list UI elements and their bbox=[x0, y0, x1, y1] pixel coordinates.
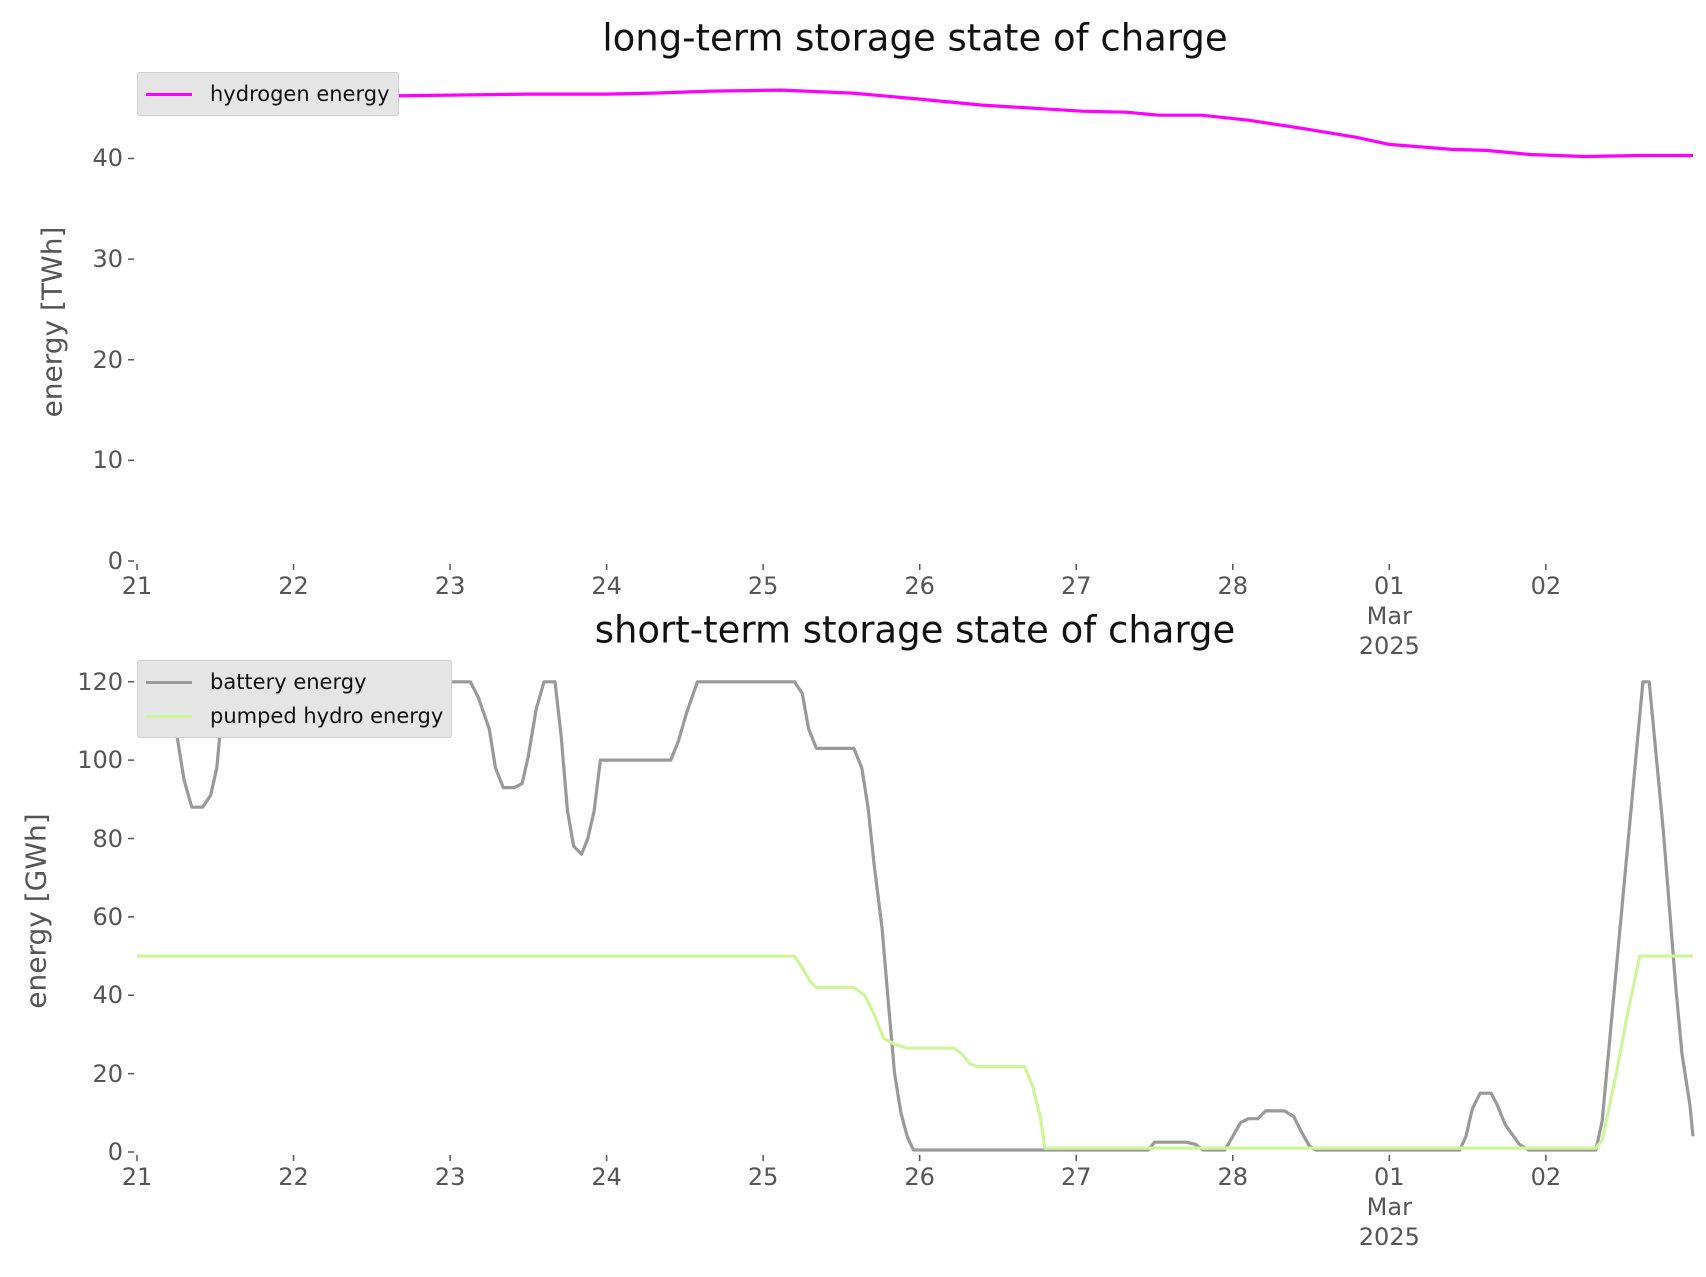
y-axis-label: energy [TWh] bbox=[35, 226, 69, 417]
y-tick-label: 30 bbox=[92, 245, 123, 274]
x-tick-label: 22 bbox=[278, 1163, 309, 1191]
x-tick-label: 24 bbox=[591, 572, 622, 600]
x-tick-label: 26 bbox=[904, 1163, 935, 1191]
series-line bbox=[137, 680, 1695, 1152]
legend: battery energy pumped hydro energy bbox=[137, 660, 453, 738]
y-tick-label: 80 bbox=[92, 824, 123, 853]
legend-swatch bbox=[146, 92, 192, 96]
x-tick-label: 23 bbox=[434, 572, 466, 600]
y-tick-label: 10 bbox=[92, 446, 123, 475]
x-tick-label: 25 bbox=[747, 572, 779, 600]
legend: hydrogen energy bbox=[137, 72, 399, 116]
chart-title: long-term storage state of charge bbox=[602, 16, 1228, 60]
x-tick-label: 22 bbox=[278, 572, 309, 600]
y-tick-label: 40 bbox=[92, 144, 123, 173]
series-line bbox=[136, 88, 1693, 159]
x-tick-label: 01 Mar 2025 bbox=[1358, 572, 1420, 660]
x-tick-label: 02 bbox=[1530, 1163, 1562, 1191]
x-tick-label: 24 bbox=[591, 1163, 622, 1191]
y-tick-label: 120 bbox=[77, 667, 123, 696]
x-tick-label: 01 Mar 2025 bbox=[1358, 1163, 1420, 1251]
x-tick-label: 27 bbox=[1060, 572, 1092, 600]
series-line bbox=[137, 954, 1693, 1150]
legend-label: pumped hydro energy bbox=[210, 704, 444, 728]
legend-entry: hydrogen energy bbox=[146, 77, 390, 111]
y-axis-label: energy [GWh] bbox=[19, 813, 53, 1009]
y-tick-label: 20 bbox=[92, 345, 123, 374]
x-tick-label: 28 bbox=[1217, 572, 1249, 600]
x-tick-label: 21 bbox=[121, 572, 153, 600]
legend-entry: pumped hydro energy bbox=[146, 699, 443, 733]
x-tick-label: 28 bbox=[1217, 1163, 1249, 1191]
y-tick-label: 20 bbox=[92, 1059, 123, 1088]
legend-label: hydrogen energy bbox=[210, 82, 390, 106]
x-tick-label: 23 bbox=[434, 1163, 466, 1191]
x-tick-label: 26 bbox=[904, 572, 935, 600]
y-tick-label: 40 bbox=[92, 981, 123, 1010]
y-tick-label: 0 bbox=[107, 547, 123, 575]
y-tick-label: 60 bbox=[92, 902, 123, 931]
legend-label: battery energy bbox=[210, 670, 367, 694]
legend-swatch bbox=[146, 680, 192, 684]
legend-entry: battery energy bbox=[146, 665, 443, 699]
x-tick-label: 27 bbox=[1060, 1163, 1092, 1191]
x-tick-label: 25 bbox=[747, 1163, 779, 1191]
y-tick-label: 100 bbox=[77, 746, 123, 775]
legend-swatch bbox=[146, 714, 192, 718]
x-tick-label: 21 bbox=[121, 1163, 153, 1191]
y-tick-label: 0 bbox=[107, 1138, 123, 1166]
x-tick-label: 02 bbox=[1530, 572, 1562, 600]
chart-title: short-term storage state of charge bbox=[594, 608, 1236, 652]
